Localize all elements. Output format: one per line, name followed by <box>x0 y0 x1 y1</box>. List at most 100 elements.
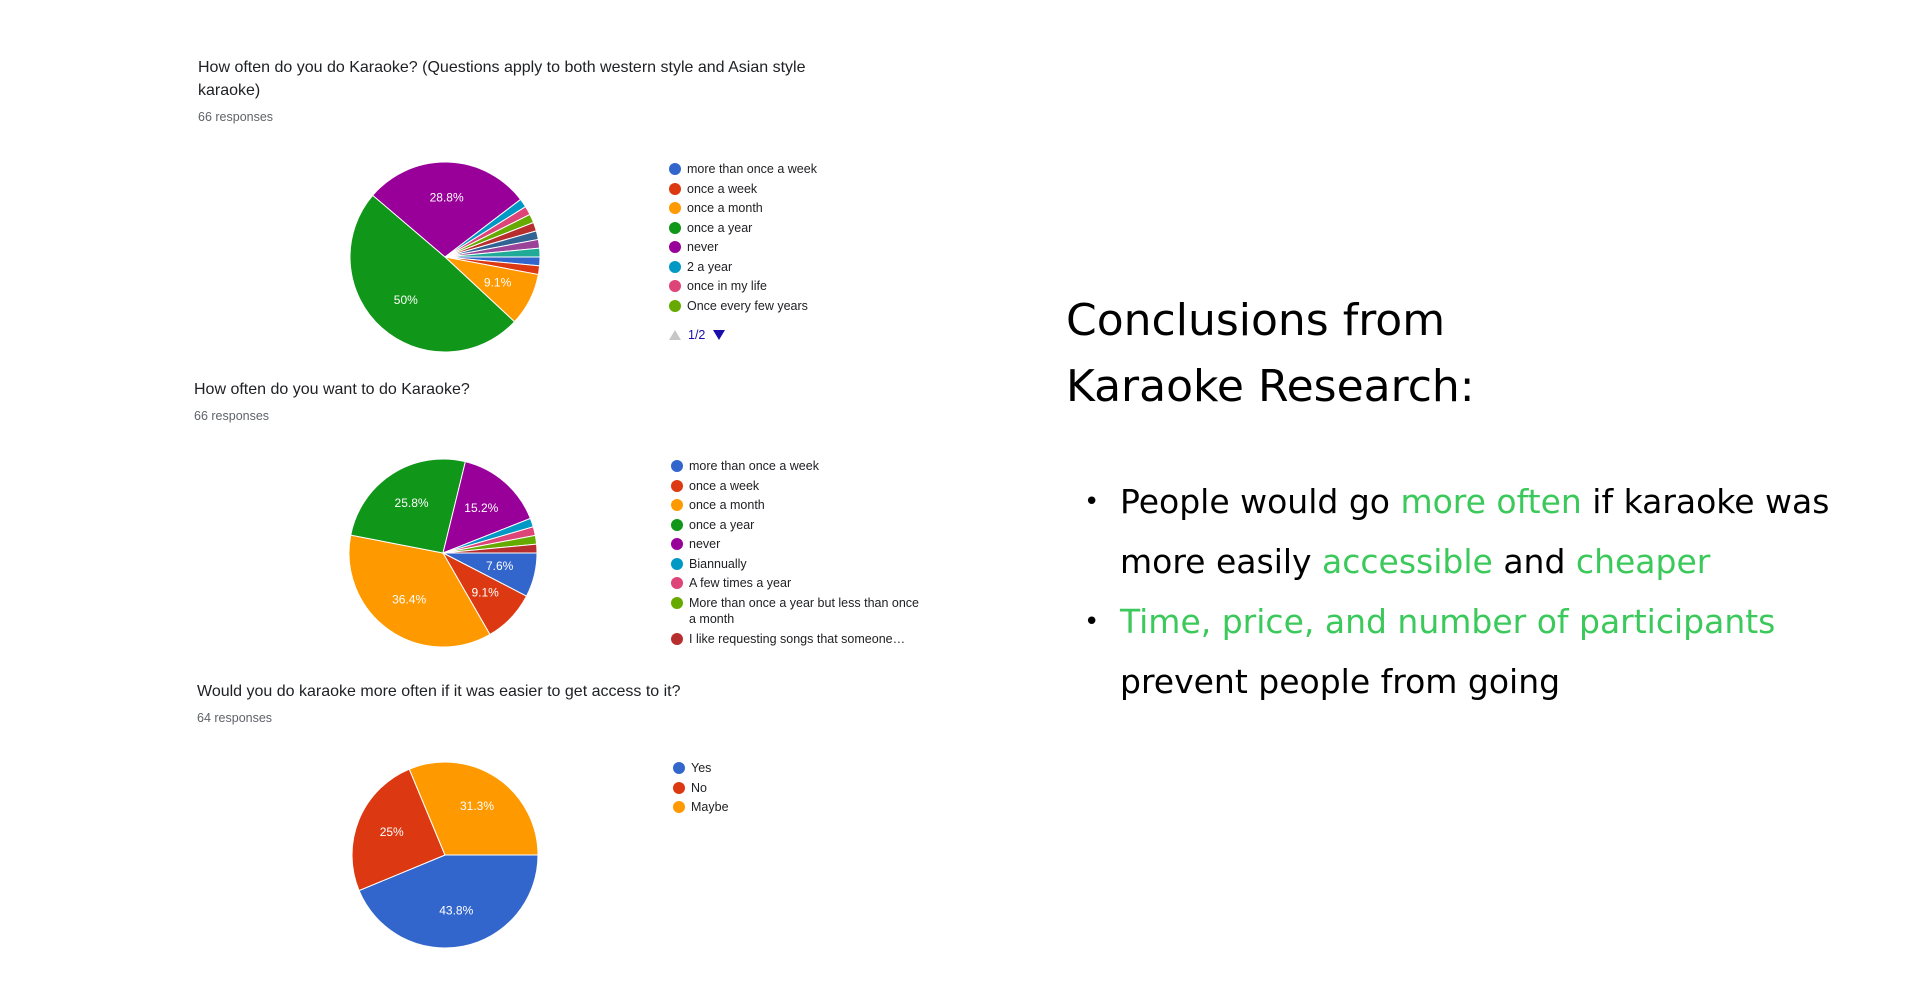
pager-down-icon[interactable] <box>713 330 726 340</box>
legend-label: once a year <box>687 220 753 235</box>
pie-value-label: 25.8% <box>395 496 429 510</box>
legend-swatch-icon <box>669 202 681 214</box>
legend-item: Yes <box>673 760 729 777</box>
pie-value-label: 7.6% <box>486 559 514 573</box>
conclusion-title: Conclusions from Karaoke Research: <box>1066 288 1886 420</box>
legend-label: never <box>689 537 721 551</box>
legend-swatch-icon <box>671 460 683 472</box>
legend-label: more than once a week <box>687 162 817 176</box>
legend-item: once in my life <box>669 278 817 295</box>
legend-label: Maybe <box>691 800 729 814</box>
legend-label: once a year <box>689 517 755 532</box>
legend-swatch-icon <box>671 596 683 609</box>
legend-label: never <box>687 240 719 254</box>
conclusion-bullet-1: People would go more often if karaoke wa… <box>1066 472 1886 592</box>
chart3-legend: Yes No Maybe <box>673 760 729 819</box>
legend-item: once a year <box>671 517 929 534</box>
legend-label: Once every few years <box>687 298 808 313</box>
legend-label: No <box>691 780 707 795</box>
legend-label: 2 a year <box>687 259 733 274</box>
pie-value-label: 36.4% <box>392 593 426 607</box>
legend-item: 2 a year <box>669 259 817 276</box>
pager-text: 1/2 <box>688 328 706 342</box>
pie-value-label: 50% <box>394 293 418 307</box>
legend-label: A few times a year <box>689 576 792 590</box>
pie-value-label: 25% <box>380 825 404 839</box>
pie-value-label: 28.8% <box>430 190 464 204</box>
legend-item: once a year <box>669 220 817 237</box>
legend-label: more than once a week <box>689 459 819 473</box>
legend-label: I like requesting songs that someone… <box>689 631 906 646</box>
legend-item: more than once a week <box>669 161 817 178</box>
chart2-header: How often do you want to do Karaoke? 66 … <box>194 378 854 423</box>
legend-swatch-icon <box>669 163 681 175</box>
legend-swatch-icon <box>673 781 685 794</box>
chart1-legend: more than once a week once a week once a m… <box>669 161 817 342</box>
legend-item: No <box>673 780 729 797</box>
legend-item: once a month <box>669 200 817 217</box>
legend-swatch-icon <box>673 762 685 774</box>
legend-item: A few times a year <box>671 575 929 592</box>
pie-value-label: 43.8% <box>439 904 473 918</box>
pie-value-label: 15.2% <box>464 501 498 515</box>
legend-swatch-icon <box>671 538 683 550</box>
legend-label: once a week <box>689 478 760 493</box>
chart1-pie: 9.1% 50% 28.8% <box>349 161 541 353</box>
pager-up-icon <box>669 330 681 340</box>
legend-swatch-icon <box>671 479 683 492</box>
pie-slice-never <box>442 461 532 554</box>
bullet1-highlight-accessible: accessible <box>1322 542 1493 581</box>
legend-item: never <box>669 239 817 256</box>
chart1-header: How often do you do Karaoke? (Questions … <box>198 56 858 124</box>
legend-swatch-icon <box>671 632 683 645</box>
chart3-header: Would you do karaoke more often if it wa… <box>197 680 857 725</box>
bullet1-text-c: and <box>1492 542 1576 581</box>
legend-item: More than once a year but less than once… <box>671 595 929 628</box>
chart3-question: Would you do karaoke more often if it wa… <box>197 683 681 700</box>
bullet2-text: prevent people from going <box>1120 662 1561 701</box>
legend-item: once a week <box>669 181 817 198</box>
legend-label: once a month <box>687 201 763 215</box>
pie-slice-once-a-year <box>350 458 466 554</box>
chart2-legend: more than once a week once a week once a m… <box>671 458 929 650</box>
chart2-response-count: 66 responses <box>194 409 270 423</box>
chart2-question: How often do you want to do Karaoke? <box>194 381 470 398</box>
pie-slice-other-11 <box>444 247 541 258</box>
chart3-pie: 43.8% 25% 31.3% <box>351 761 539 949</box>
legend-label: More than once a year but less than once… <box>689 595 920 627</box>
legend-label: Biannually <box>689 556 747 571</box>
legend-pager: 1/2 <box>669 328 817 342</box>
legend-swatch-icon <box>671 557 683 570</box>
legend-swatch-icon <box>669 241 681 253</box>
legend-swatch-icon <box>671 499 683 511</box>
legend-item: I like requesting songs that someone… <box>671 631 929 648</box>
pie-slice-once-a-month <box>348 534 491 648</box>
bullet1-text-b: if karaoke was more easily <box>1120 482 1830 581</box>
bullet1-highlight-cheaper: cheaper <box>1575 542 1711 581</box>
legend-item: Once every few years <box>669 298 817 315</box>
legend-item: more than once a week <box>671 458 929 475</box>
legend-item: once a week <box>671 478 929 495</box>
conclusion-bullets: People would go more often if karaoke wa… <box>1066 472 1886 712</box>
legend-label: Yes <box>691 761 712 775</box>
legend-swatch-icon <box>671 518 683 531</box>
legend-item: Maybe <box>673 799 729 816</box>
legend-swatch-icon <box>673 801 685 813</box>
pie-slice-never <box>372 161 522 258</box>
bullet1-highlight-more-often: more often <box>1400 482 1582 521</box>
pie-value-label: 9.1% <box>471 585 499 599</box>
legend-label: once a month <box>689 498 765 512</box>
legend-swatch-icon <box>669 299 681 312</box>
legend-label: once in my life <box>687 279 767 293</box>
legend-swatch-icon <box>669 280 681 292</box>
conclusion-panel: Conclusions from Karaoke Research: Peopl… <box>1066 288 1886 712</box>
legend-label: once a week <box>687 181 758 196</box>
legend-item: once a month <box>671 497 929 514</box>
conclusion-title-line2: Karaoke Research: <box>1066 361 1475 412</box>
legend-item: never <box>671 536 929 553</box>
legend-swatch-icon <box>671 577 683 589</box>
legend-item: Biannually <box>671 556 929 573</box>
pie-slice-maybe <box>408 761 539 856</box>
bullet1-text-a: People would go <box>1120 482 1401 521</box>
chart2-pie: 7.6% 9.1% 36.4% 25.8% 15.2% <box>348 458 538 648</box>
